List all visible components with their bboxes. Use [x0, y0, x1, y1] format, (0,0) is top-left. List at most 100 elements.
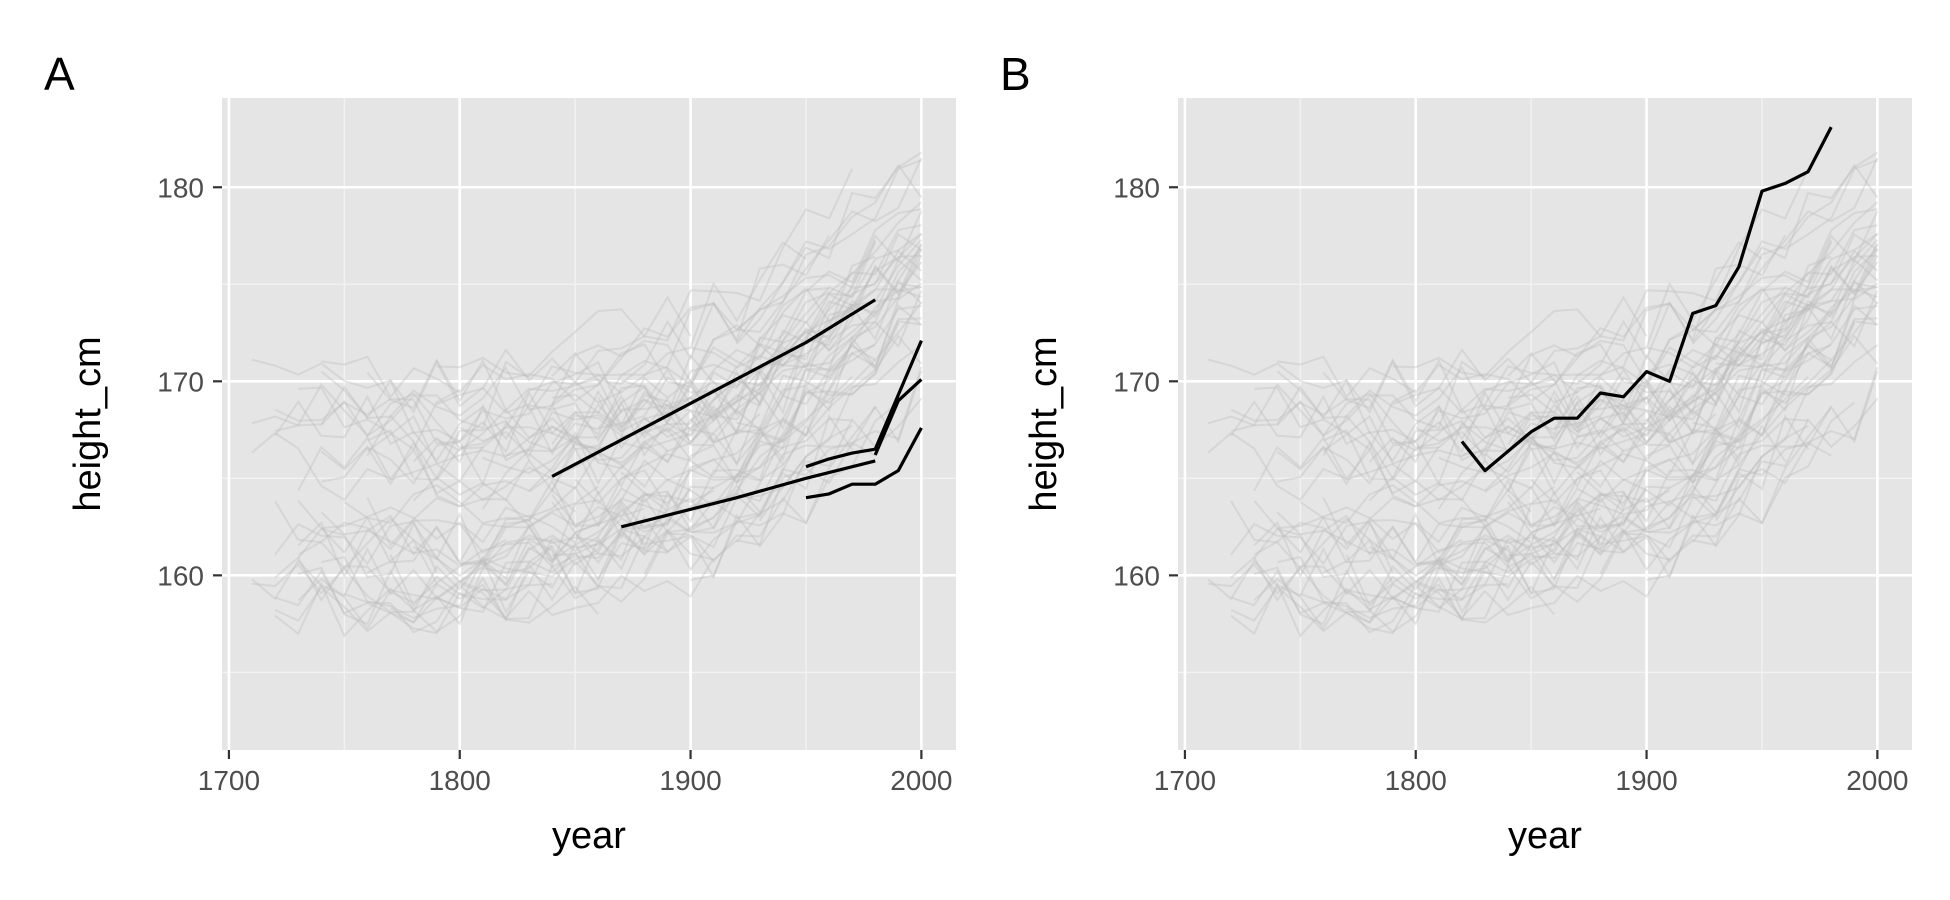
x-tick-label: 1800 [1385, 765, 1447, 796]
background-series-line [1392, 295, 1648, 406]
background-series-line [367, 242, 923, 481]
background-series-line [1253, 519, 1463, 556]
background-series-line [1207, 358, 1578, 415]
y-tick-label: 160 [1113, 560, 1160, 591]
background-series-line [1507, 232, 1878, 415]
background-series-line [1276, 255, 1832, 449]
background-series-line [1323, 242, 1879, 481]
background-series-line [1553, 261, 1879, 450]
y-axis-title: height_cm [67, 336, 109, 511]
x-tick-label: 1900 [659, 765, 721, 796]
background-series-line [735, 397, 923, 543]
background-series-line [1507, 322, 1856, 526]
highlight-series-line [551, 298, 877, 478]
background-series-line [274, 360, 530, 437]
background-series-line [297, 520, 599, 595]
background-series-line [274, 556, 438, 604]
background-series-line [1691, 159, 1878, 345]
background-series-line [1368, 258, 1879, 464]
background-series-line [297, 489, 715, 565]
background-series-line [1254, 386, 1417, 451]
background-series-line [1299, 478, 1601, 530]
background-series-line [1599, 441, 1832, 575]
background-series-line [1253, 401, 1855, 633]
background-series-line [666, 309, 876, 421]
highlight-series-line [1460, 126, 1833, 473]
background-series-line [297, 401, 899, 633]
background-series-line [1368, 344, 1832, 502]
y-tick-label: 180 [1113, 172, 1160, 203]
panel-tag: A [44, 48, 75, 100]
background-series-line [1415, 424, 1786, 584]
data-layer [1207, 126, 1879, 638]
background-series-line [1508, 464, 1740, 557]
background-series-line [1277, 354, 1763, 487]
background-series-line [1530, 290, 1879, 534]
background-series-line [1622, 309, 1832, 421]
background-series-line [1507, 286, 1878, 492]
background-series-line [1253, 557, 1671, 631]
background-series-line [1299, 455, 1763, 634]
background-series-line [1207, 234, 1786, 427]
background-series-line [320, 414, 853, 564]
background-series-line [343, 455, 807, 634]
background-series-line [274, 585, 484, 635]
background-series-line [1554, 336, 1740, 430]
background-series-line [1507, 151, 1878, 385]
background-series-line [1692, 255, 1879, 430]
background-series-line [735, 304, 923, 484]
background-series-line [620, 317, 922, 505]
background-series-line [551, 491, 669, 534]
background-series-line [1507, 346, 1694, 405]
background-series-line [505, 210, 923, 457]
background-series-line [366, 417, 853, 585]
background-series-line [1484, 224, 1878, 474]
background-series-line [1761, 232, 1878, 339]
background-series-line [1230, 361, 1579, 445]
background-series-line [551, 240, 877, 406]
background-series-line [1438, 406, 1833, 587]
background-series-line [712, 282, 922, 476]
background-series-line [1369, 305, 1878, 567]
background-series-line [1553, 366, 1879, 580]
background-series-line [1276, 401, 1717, 508]
background-series-line [643, 279, 923, 444]
background-series-line [735, 359, 876, 495]
highlight-series-line [620, 459, 876, 529]
background-series-line [1530, 301, 1879, 510]
background-series-line [1668, 282, 1878, 476]
background-series-line [1577, 303, 1809, 425]
background-series-line [1253, 435, 1440, 492]
background-series-line [1714, 334, 1879, 522]
background-series-line [689, 240, 807, 348]
background-series-line [1322, 157, 1879, 412]
background-series-line [574, 290, 923, 534]
background-series-line [1576, 317, 1878, 505]
background-series-line [736, 163, 923, 331]
background-series-line [1392, 583, 1509, 609]
x-axis-title: year [552, 815, 626, 857]
background-series-line [1692, 239, 1879, 369]
background-series-line [690, 370, 923, 581]
background-series-line [1461, 210, 1879, 457]
background-series-line [1230, 585, 1440, 635]
background-series-line [1415, 244, 1879, 458]
highlight-series-line [873, 378, 923, 456]
background-series-line [1322, 414, 1486, 481]
background-series-line [1507, 282, 1878, 445]
background-series-line [1276, 370, 1440, 443]
background-series-line [528, 394, 668, 456]
background-series-line [551, 232, 922, 415]
background-series-line [321, 354, 807, 487]
background-series-line [689, 201, 923, 422]
x-tick-label: 2000 [890, 765, 952, 796]
background-series-line [597, 366, 923, 580]
background-series-line [1253, 520, 1555, 595]
background-series-line [366, 233, 923, 465]
background-series-line [1230, 515, 1625, 638]
x-tick-label: 2000 [1846, 765, 1908, 796]
background-series-line [274, 515, 669, 638]
background-series-line [274, 520, 438, 574]
background-series-line [805, 232, 922, 339]
